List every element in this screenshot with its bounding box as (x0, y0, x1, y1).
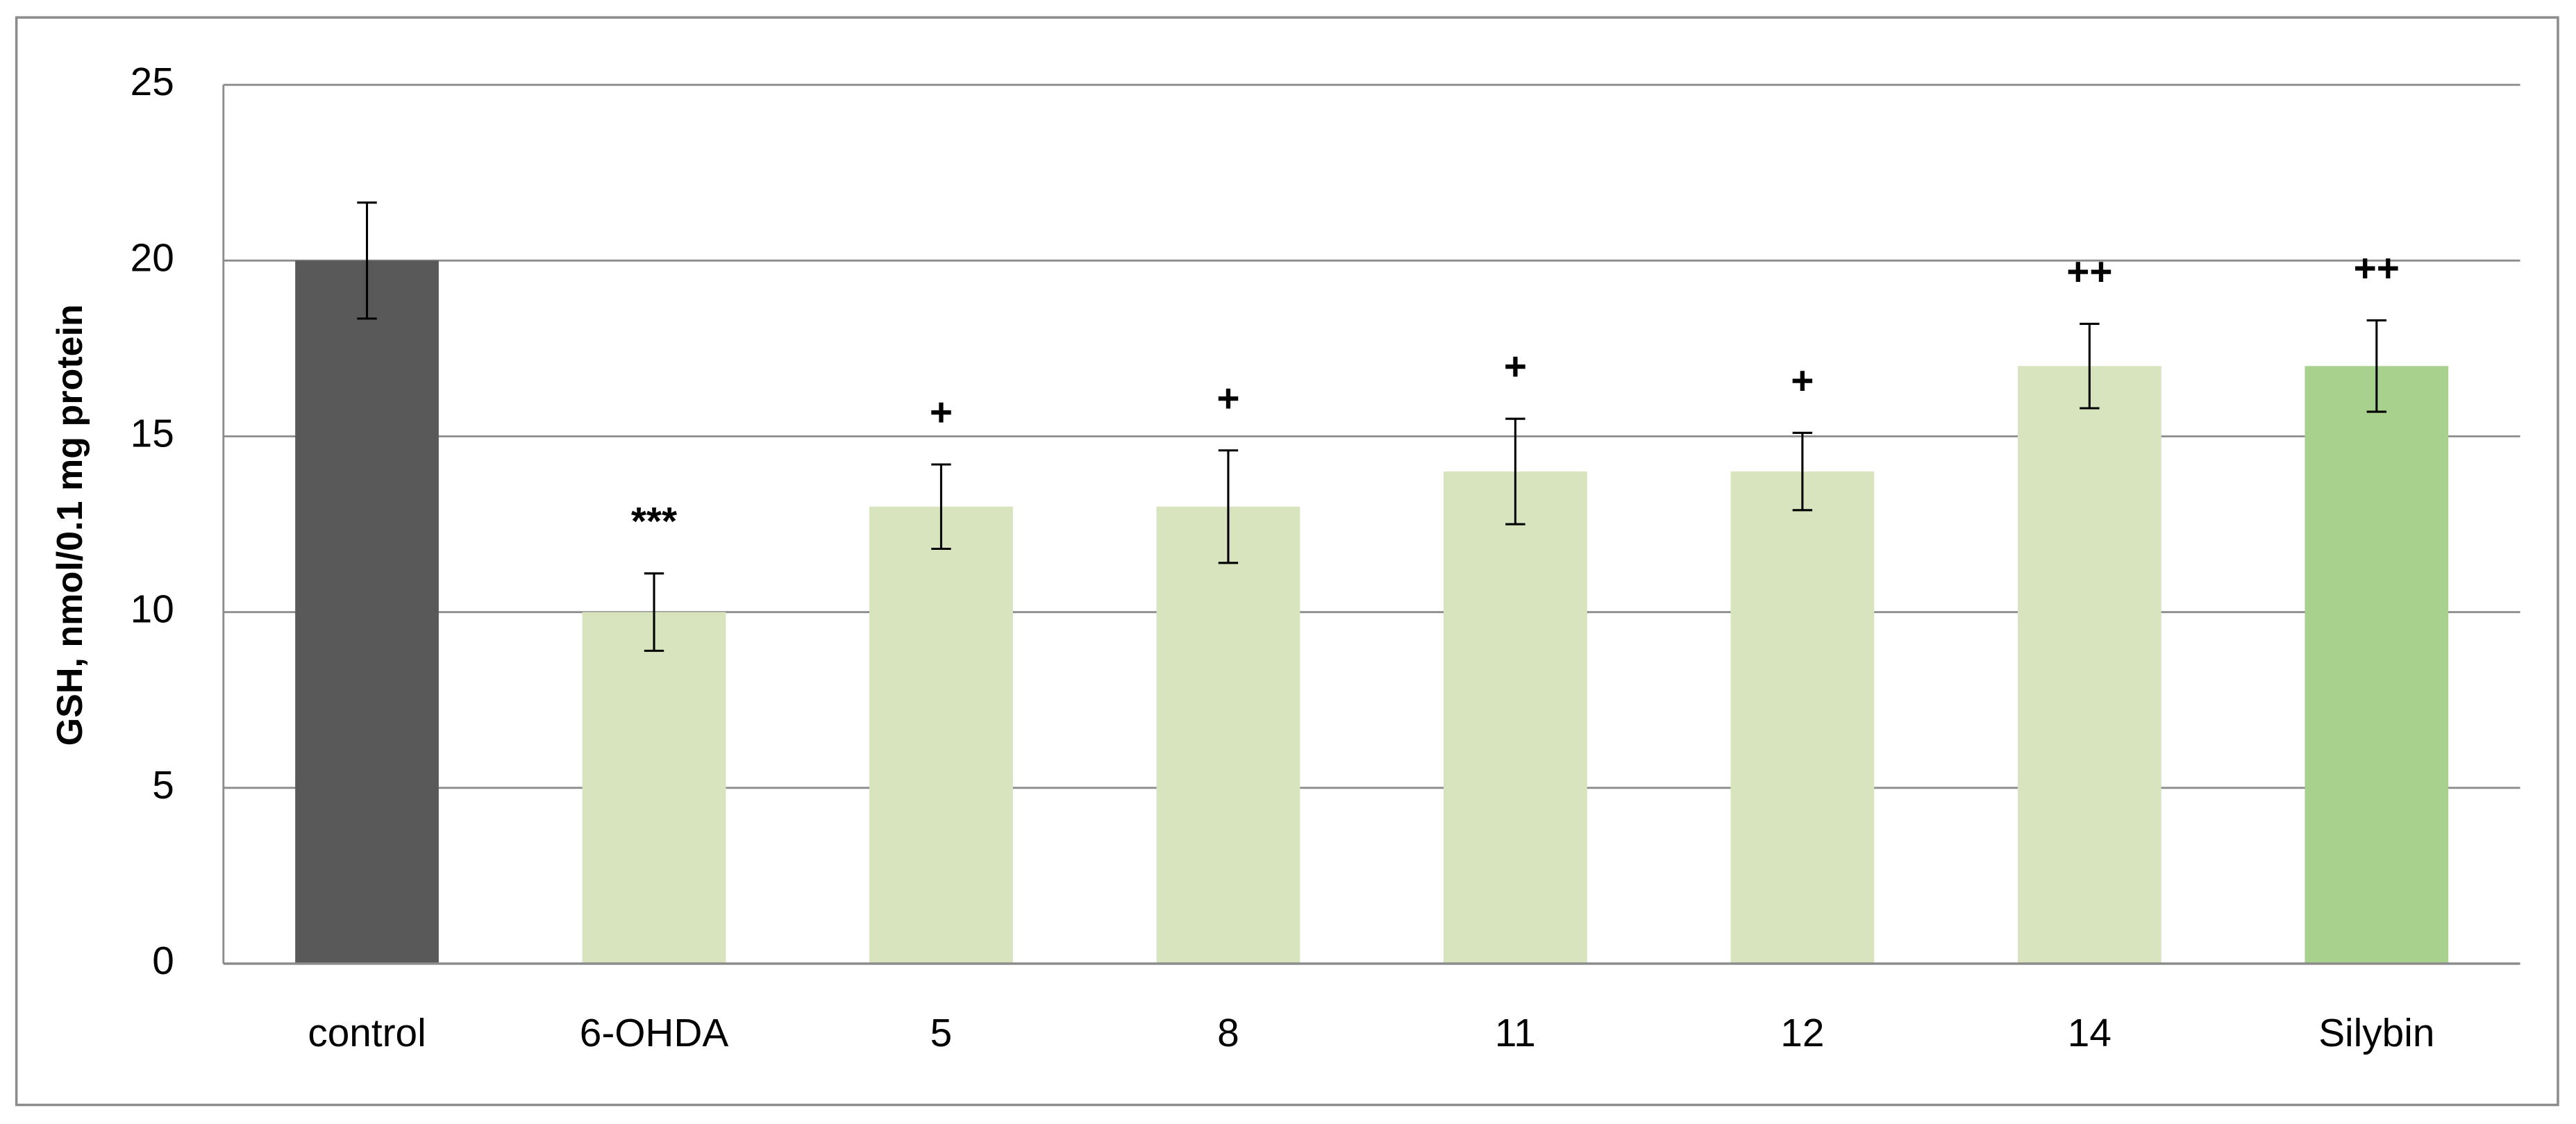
y-axis-label: GSH, nmol/0.1 mg protein (50, 304, 90, 746)
significance-label: + (930, 391, 953, 435)
y-tick-label: 20 (131, 236, 174, 280)
y-tick-label: 15 (131, 412, 174, 455)
significance-label: ++ (2354, 246, 2400, 290)
bar (295, 260, 439, 964)
significance-label: *** (631, 500, 678, 544)
x-tick-label: 5 (930, 1012, 953, 1055)
y-tick-label: 25 (131, 60, 174, 104)
bar (1156, 506, 1300, 964)
error-bar (357, 201, 377, 320)
significance-label: + (1504, 345, 1527, 389)
bar (1730, 471, 1875, 964)
significance-label: ++ (2066, 250, 2112, 294)
error-bar (1792, 431, 1813, 512)
x-tick-label: Silybin (2318, 1012, 2434, 1055)
y-tick-label: 10 (131, 588, 174, 632)
x-tick-label: 11 (1495, 1012, 1536, 1055)
y-tick-label: 5 (152, 764, 174, 807)
significance-label: + (1216, 377, 1239, 421)
error-bar (2080, 322, 2100, 410)
bar (2305, 366, 2449, 964)
y-tick-label: 0 (152, 939, 174, 983)
bar (1444, 471, 1587, 964)
bar (2017, 366, 2161, 964)
x-tick-label: control (308, 1012, 426, 1055)
error-bar (1505, 417, 1525, 526)
bar (582, 612, 726, 964)
x-tick-label: 6-OHDA (580, 1012, 729, 1055)
error-bar (644, 572, 664, 652)
x-tick-label: 12 (1780, 1012, 1824, 1055)
x-tick-label: 14 (2068, 1012, 2111, 1055)
bar (869, 506, 1013, 964)
error-bar (2366, 319, 2387, 413)
error-bar (1218, 449, 1239, 564)
x-tick-label: 8 (1217, 1012, 1239, 1055)
significance-label: + (1791, 359, 1814, 403)
error-bar (931, 463, 951, 551)
